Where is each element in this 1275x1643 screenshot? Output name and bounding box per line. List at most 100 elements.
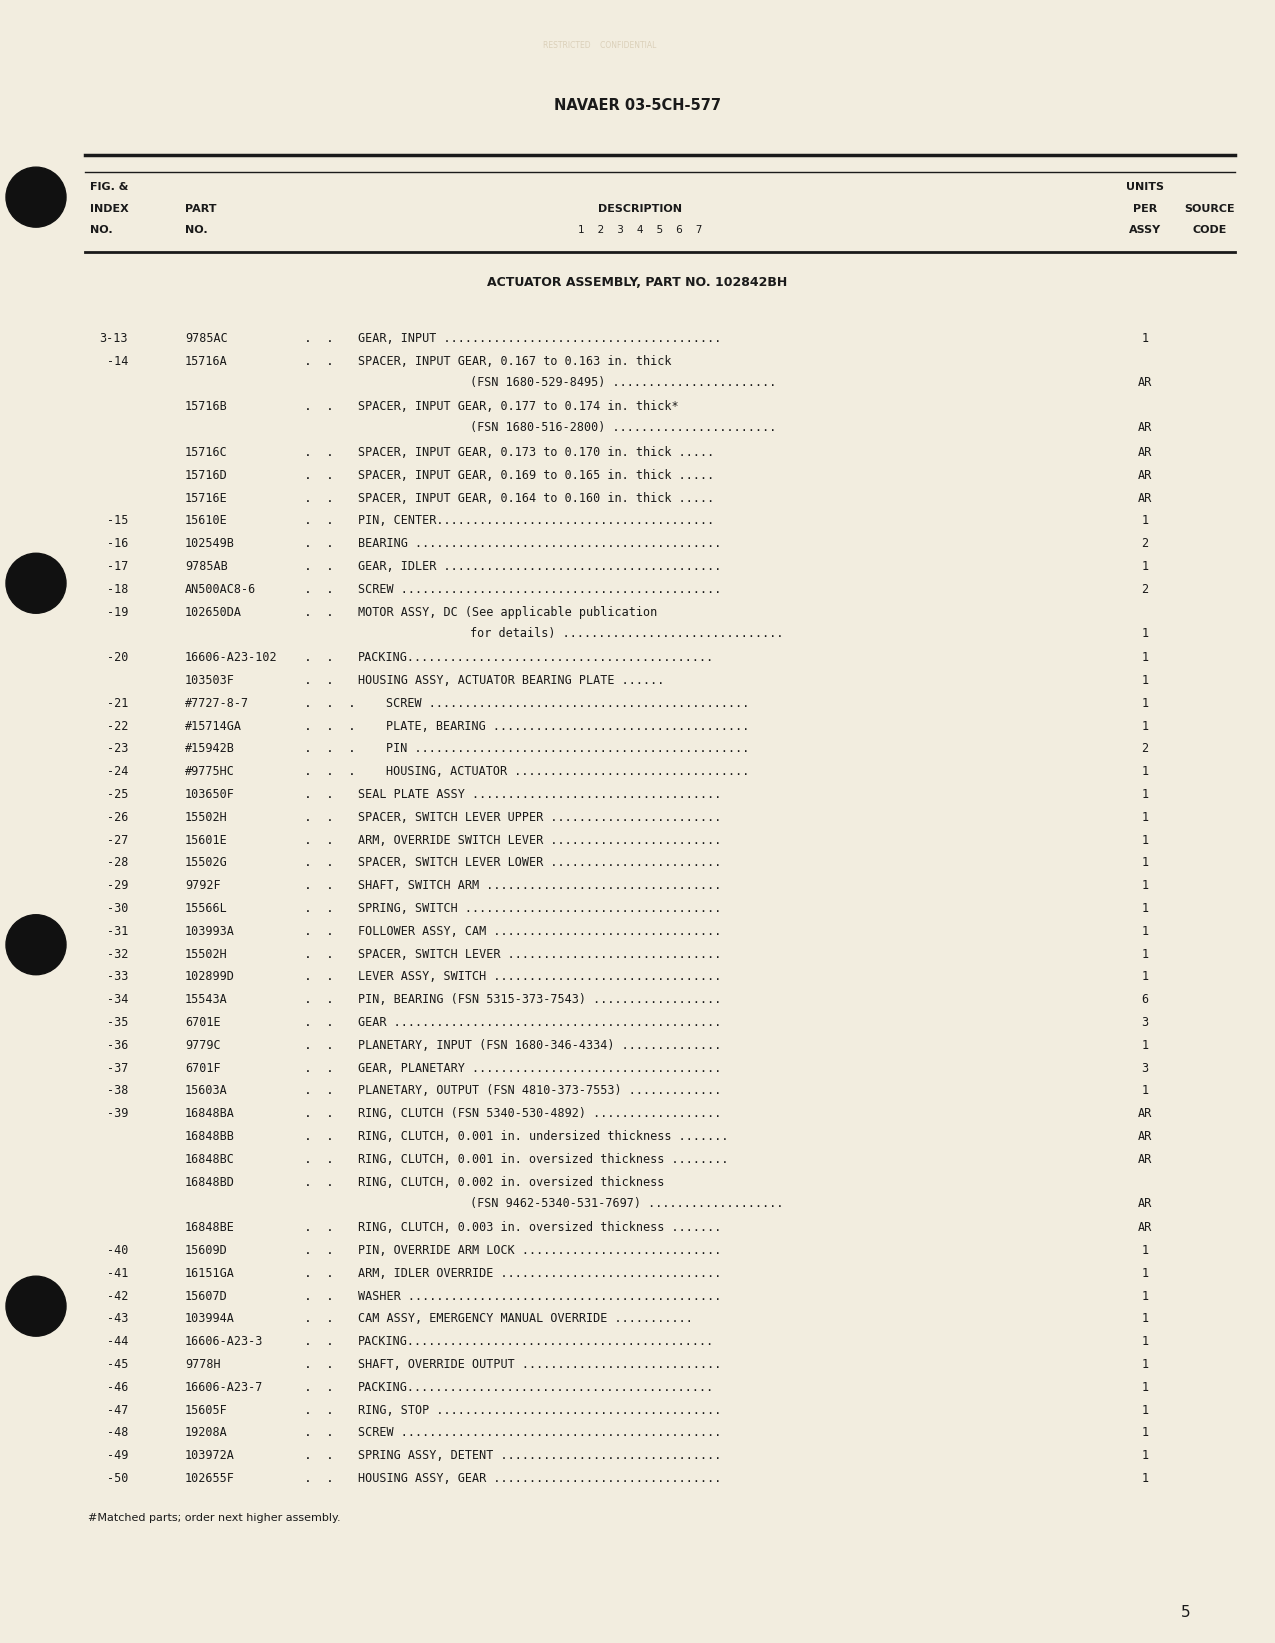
Text: 2: 2 [1141,743,1149,756]
Text: -16: -16 [107,537,128,550]
Text: 1: 1 [1141,971,1149,984]
Text: SPACER, SWITCH LEVER ..............................: SPACER, SWITCH LEVER ...................… [358,948,722,961]
Text: #9775HC: #9775HC [185,766,235,779]
Text: 6701F: 6701F [185,1061,221,1075]
Text: 16848BC: 16848BC [185,1153,235,1167]
Text: .: . [303,1038,312,1052]
Text: AR: AR [1137,421,1153,434]
Text: HOUSING ASSY, GEAR ................................: HOUSING ASSY, GEAR .....................… [358,1472,722,1485]
Text: .: . [326,743,334,756]
Text: PACKING...........................................: PACKING.................................… [358,1380,714,1393]
Text: ACTUATOR ASSEMBLY, PART NO. 102842BH: ACTUATOR ASSEMBLY, PART NO. 102842BH [487,276,788,289]
Text: 15610E: 15610E [185,514,228,527]
Text: -38: -38 [107,1084,128,1098]
Text: 9792F: 9792F [185,879,221,892]
Text: 15601E: 15601E [185,833,228,846]
Text: 1: 1 [1141,789,1149,802]
Text: SCREW .............................................: SCREW ..................................… [358,1426,722,1439]
Text: 19208A: 19208A [185,1426,228,1439]
Text: -41: -41 [107,1267,128,1280]
Text: 5: 5 [1181,1605,1190,1620]
Text: .: . [303,766,312,779]
Text: MOTOR ASSY, DC (See applicable publication: MOTOR ASSY, DC (See applicable publicati… [358,606,657,619]
Text: 15716C: 15716C [185,445,228,458]
Text: .: . [303,445,312,458]
Text: .: . [303,697,312,710]
Text: 1: 1 [1141,1038,1149,1052]
Text: .: . [303,1426,312,1439]
Text: .: . [326,560,334,573]
Text: 1: 1 [1141,1336,1149,1349]
Text: .: . [326,651,334,664]
Text: PLANETARY, INPUT (FSN 1680-346-4334) ..............: PLANETARY, INPUT (FSN 1680-346-4334) ...… [358,1038,722,1052]
Text: SPACER, INPUT GEAR, 0.173 to 0.170 in. thick .....: SPACER, INPUT GEAR, 0.173 to 0.170 in. t… [358,445,714,458]
Text: GEAR ..............................................: GEAR ...................................… [358,1015,722,1029]
Text: 1: 1 [1141,856,1149,869]
Text: .: . [303,583,312,596]
Text: .: . [303,1472,312,1485]
Text: 1: 1 [1141,674,1149,687]
Text: .: . [303,1313,312,1326]
Text: SPACER, SWITCH LEVER UPPER ........................: SPACER, SWITCH LEVER UPPER .............… [358,810,722,823]
Text: FOLLOWER ASSY, CAM ................................: FOLLOWER ASSY, CAM .....................… [358,925,722,938]
Text: SPRING, SWITCH ....................................: SPRING, SWITCH .........................… [358,902,722,915]
Text: .: . [326,697,334,710]
Text: .: . [326,1244,334,1257]
Text: 15605F: 15605F [185,1403,228,1416]
Text: RING, CLUTCH, 0.002 in. oversized thickness: RING, CLUTCH, 0.002 in. oversized thickn… [358,1176,664,1188]
Text: .: . [303,468,312,481]
Text: SPACER, INPUT GEAR, 0.164 to 0.160 in. thick .....: SPACER, INPUT GEAR, 0.164 to 0.160 in. t… [358,491,714,504]
Text: 1: 1 [1141,1313,1149,1326]
Text: .: . [326,1472,334,1485]
Text: .: . [303,491,312,504]
Text: .: . [326,1290,334,1303]
Text: -25: -25 [107,789,128,802]
Text: SPRING ASSY, DETENT ...............................: SPRING ASSY, DETENT ....................… [358,1449,722,1462]
Text: 1: 1 [1141,332,1149,345]
Text: 9778H: 9778H [185,1359,221,1370]
Text: .: . [303,925,312,938]
Text: .: . [326,583,334,596]
Text: -17: -17 [107,560,128,573]
Text: 3: 3 [1141,1015,1149,1029]
Text: -40: -40 [107,1244,128,1257]
Text: SPACER, INPUT GEAR, 0.177 to 0.174 in. thick*: SPACER, INPUT GEAR, 0.177 to 0.174 in. t… [358,401,678,414]
Text: .: . [303,720,312,733]
Text: .: . [326,1015,334,1029]
Text: #15942B: #15942B [185,743,235,756]
Text: .: . [326,1130,334,1144]
Text: HOUSING ASSY, ACTUATOR BEARING PLATE ......: HOUSING ASSY, ACTUATOR BEARING PLATE ...… [358,674,664,687]
Text: 1: 1 [1141,766,1149,779]
Text: SPACER, INPUT GEAR, 0.169 to 0.165 in. thick .....: SPACER, INPUT GEAR, 0.169 to 0.165 in. t… [358,468,714,481]
Text: LEVER ASSY, SWITCH ................................: LEVER ASSY, SWITCH .....................… [358,971,722,984]
Text: 2: 2 [1141,583,1149,596]
Text: .: . [326,1061,334,1075]
Text: SCREW .............................................: SCREW ..................................… [358,583,722,596]
Text: .: . [326,1403,334,1416]
Text: -35: -35 [107,1015,128,1029]
Text: SEAL PLATE ASSY ...................................: SEAL PLATE ASSY ........................… [358,789,722,802]
Text: .: . [303,514,312,527]
Text: .: . [326,902,334,915]
Text: .: . [326,856,334,869]
Text: -27: -27 [107,833,128,846]
Text: AR: AR [1137,1153,1153,1167]
Text: -34: -34 [107,994,128,1006]
Text: -33: -33 [107,971,128,984]
Text: .: . [326,948,334,961]
Text: .: . [303,1336,312,1349]
Text: .: . [303,1130,312,1144]
Text: .: . [326,537,334,550]
Text: ASSY: ASSY [1128,225,1162,235]
Text: 3-13: 3-13 [99,332,128,345]
Text: 16606-A23-3: 16606-A23-3 [185,1336,264,1349]
Text: .: . [303,1244,312,1257]
Text: GEAR, PLANETARY ...................................: GEAR, PLANETARY ........................… [358,1061,722,1075]
Text: .: . [303,1290,312,1303]
Circle shape [6,168,66,227]
Text: 16848BA: 16848BA [185,1107,235,1121]
Text: 1: 1 [1141,879,1149,892]
Text: .: . [303,879,312,892]
Text: 15716D: 15716D [185,468,228,481]
Text: 1: 1 [1141,1426,1149,1439]
